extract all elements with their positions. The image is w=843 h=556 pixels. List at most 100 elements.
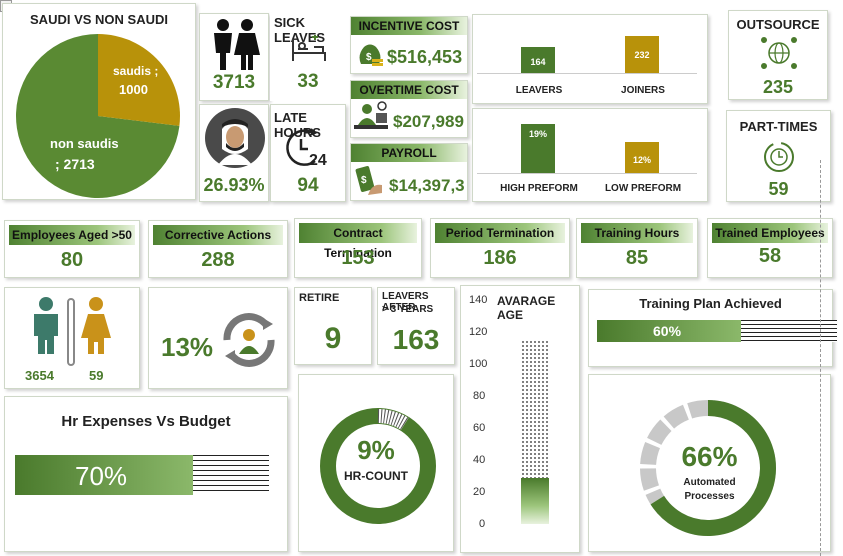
page-break-line — [820, 160, 821, 556]
hr-count-card: 9% HR-COUNT — [298, 374, 454, 552]
automated-donut — [640, 400, 776, 536]
gender-divider — [67, 298, 75, 366]
hr-count-value: 9% — [357, 435, 395, 465]
overtime-value: $207,989 — [393, 112, 464, 131]
kpi-corrective-actions: Corrective Actions 288 — [148, 220, 288, 278]
automated-value: 66% — [681, 441, 738, 472]
low-perform-bar — [625, 141, 659, 173]
hr-expenses-value: 70% — [75, 461, 128, 491]
kpi-label: Contract Termination — [299, 223, 417, 260]
kpi-value: 58 — [758, 245, 782, 267]
age-tick: 40 — [473, 454, 486, 466]
retire-value: 9 — [324, 322, 342, 355]
part-times-label: PART-TIMES — [739, 119, 818, 134]
performance-card: 19% 12% HIGH PREFORM LOW PREFORM — [472, 108, 708, 202]
saudi-pie-chart — [15, 34, 180, 198]
automated-label-2: Processes — [684, 491, 735, 502]
incentive-value: $516,453 — [387, 47, 463, 67]
joiners-label: JOINERS — [621, 85, 665, 96]
couple-icon — [214, 19, 260, 70]
kpi-value: 153 — [341, 247, 375, 269]
late-hours-card: LATE HOURS 24 94 — [270, 104, 346, 202]
payroll-card: PAYROLL $ $14,397,3 — [350, 143, 468, 201]
average-age-title: AVARAGE AGE — [497, 294, 556, 322]
sick-leaves-label: SICK LEAVES — [274, 15, 326, 45]
low-perform-value: 12% — [632, 155, 651, 165]
retire-card: RETIRE 9 — [294, 287, 372, 365]
clock-arrows-icon — [764, 142, 794, 172]
outsource-card: OUTSOURCE 235 — [728, 10, 828, 100]
hr-count-hatch — [377, 409, 409, 430]
kpi-contract-termination: Contract Termination 153 — [294, 218, 422, 278]
leavers-after-card: LEAVERS AFTER > 3 YEARS 163 — [377, 287, 455, 365]
joiners-bar-value: 232 — [634, 50, 650, 60]
desk-worker-icon — [354, 101, 388, 129]
headcount-card: 3713 — [199, 13, 269, 101]
hr-count-donut — [320, 408, 436, 524]
cash-hand-icon: $ — [355, 166, 382, 195]
kpi-label: Training Hours — [581, 223, 693, 243]
leavers-joiners-card: 164 232 LEAVERS JOINERS — [472, 14, 708, 104]
female-icon — [81, 297, 111, 354]
sick-leaves-value: 33 — [297, 71, 319, 92]
kpi-label: Corrective Actions — [153, 225, 283, 245]
leavers-label: LEAVERS — [515, 85, 563, 96]
hr-expenses-title: Hr Expenses Vs Budget — [61, 413, 231, 430]
female-count: 59 — [89, 368, 104, 383]
gender-card: 3654 59 — [4, 287, 140, 389]
pie-title: SAUDI VS NON SAUDI — [30, 12, 168, 27]
pie-value-non-saudis: ; 2713 — [55, 156, 95, 172]
baseline — [477, 173, 697, 174]
sick-leaves-card: SICK LEAVES 33 — [270, 13, 346, 101]
baseline — [477, 73, 697, 74]
retire-label: RETIRE — [299, 292, 340, 304]
clock-24-icon: 24 — [286, 128, 327, 169]
training-plan-title: Training Plan Achieved — [639, 296, 782, 311]
part-times-card: PART-TIMES 59 — [726, 110, 831, 202]
turnover-card: 13% — [148, 287, 288, 389]
hospital-bed-icon — [292, 35, 326, 61]
kpi-value: 288 — [201, 249, 235, 271]
overtime-card: OVERTIME COST $207,989 — [350, 80, 468, 138]
outsource-value: 235 — [762, 77, 794, 97]
incentive-label: INCENTIVE COST — [351, 17, 467, 35]
globe-network-icon — [761, 37, 797, 69]
late-hours-value: 94 — [297, 175, 319, 196]
saudi-pie-card: SAUDI VS NON SAUDI saudis ; 1000 non sau… — [2, 3, 196, 200]
kpi-training-hours: Training Hours 85 — [576, 218, 698, 278]
average-age-card: AVARAGE AGE 140 120 100 80 60 40 20 0 — [460, 285, 580, 553]
saudi-ratio-value: 26.93% — [203, 175, 265, 195]
age-axis: 140 120 100 80 60 40 20 0 — [465, 286, 495, 554]
svg-text:$: $ — [366, 52, 372, 63]
incentive-card: INCENTIVE COST $ $516,453 — [350, 16, 468, 74]
training-plan-fill — [597, 320, 741, 342]
high-perform-bar — [521, 123, 555, 173]
automated-arc — [650, 400, 776, 536]
part-times-value: 59 — [768, 179, 789, 199]
payroll-value: $14,397,3 — [389, 176, 465, 195]
turnover-value: 13% — [161, 332, 214, 362]
joiners-bar — [625, 35, 659, 73]
automated-card: 66% Automated Processes — [588, 374, 831, 552]
money-bag-icon: $ — [359, 44, 383, 66]
training-plan-value: 60% — [653, 323, 682, 339]
saudi-man-avatar-icon — [205, 108, 265, 168]
kpi-value: 80 — [60, 249, 84, 271]
pie-value-saudis: 1000 — [119, 82, 148, 97]
kpi-label: Period Termination — [435, 223, 565, 243]
kpi-label: Trained Employees — [712, 223, 828, 243]
male-count: 3654 — [25, 368, 54, 383]
kpi-value: 85 — [625, 247, 649, 269]
hr-expenses-fill — [15, 455, 193, 495]
outsource-label: OUTSOURCE — [736, 17, 820, 32]
age-tick: 60 — [473, 422, 486, 434]
pie-slice-non-saudis — [15, 34, 180, 198]
svg-text:$: $ — [361, 175, 367, 186]
pie-label-non-saudis: non saudis — [50, 136, 119, 151]
age-tick: 140 — [469, 294, 488, 306]
high-perform-value: 19% — [528, 129, 547, 139]
recycle-person-icon — [223, 313, 275, 367]
kpi-employees-aged: Employees Aged >50 80 — [4, 220, 140, 278]
high-perform-label: HIGH PREFORM — [500, 183, 578, 194]
male-icon — [34, 297, 58, 354]
